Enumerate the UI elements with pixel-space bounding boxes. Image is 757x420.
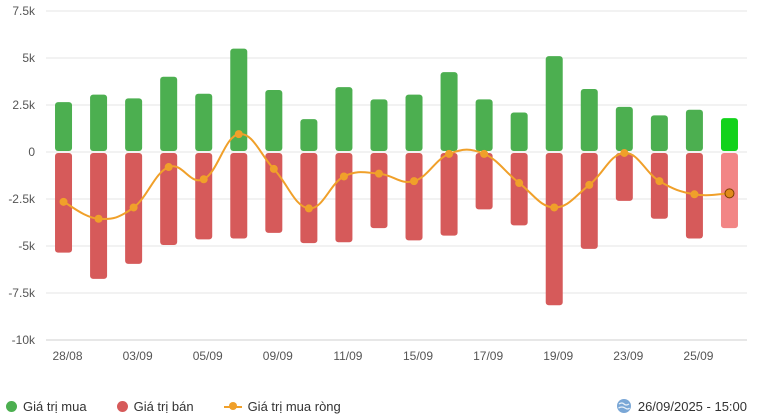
net-point[interactable] [199,175,208,184]
net-point[interactable] [269,164,278,173]
buy-bar[interactable] [720,118,738,151]
net-point[interactable] [234,130,243,139]
buy-bar[interactable] [335,87,353,151]
y-axis-ticks: -10k -7.5k -5k -2.5k 0 2.5k 5k 7.5k [8,4,36,347]
net-point[interactable] [129,203,138,212]
legend-sell-dot [116,400,128,412]
net-point[interactable] [724,188,735,199]
sell-bar[interactable] [300,153,318,244]
sell-bar[interactable] [475,153,493,210]
net-point[interactable] [339,172,348,181]
sell-bar[interactable] [405,153,423,241]
net-line-path [63,133,730,221]
buy-bar[interactable] [650,115,668,151]
y-tick-label: 5k [22,51,36,65]
x-axis-ticks: 28/08 03/09 05/09 09/09 11/09 15/09 17/09 19/09… [53,349,714,363]
buy-bar[interactable] [440,72,458,151]
net-point[interactable] [374,169,383,178]
net-point[interactable] [515,179,524,188]
buy-bar[interactable] [265,89,283,151]
legend-net-line-icon [223,401,242,412]
buy-bar[interactable] [370,99,388,151]
y-tick-label: -10k [12,333,36,347]
y-tick-label: -2.5k [8,192,36,206]
buy-bar[interactable] [545,56,563,152]
legend-buy-dot [6,400,17,412]
sell-bar[interactable] [615,153,633,201]
net-point[interactable] [480,149,489,158]
sell-bar[interactable] [510,153,528,226]
legend: Giá trị mua Giá trị bán Giá trị mua ròng [6,397,371,415]
buy-bar[interactable] [615,106,633,151]
buy-bar[interactable] [475,99,493,151]
legend-buy-label: Giá trị mua [23,398,87,414]
legend-sell-label: Giá trị bán [133,398,194,414]
sell-bar[interactable] [650,153,668,219]
sell-bar[interactable] [440,153,458,236]
net-point[interactable] [94,214,103,223]
x-tick-label: 23/09 [613,349,643,363]
y-tick-label: 7.5k [12,4,36,18]
net-point[interactable] [620,148,629,157]
net-point[interactable] [410,177,419,186]
x-tick-label: 28/08 [53,349,83,363]
buy-bar[interactable] [160,76,178,151]
sell-bar[interactable] [545,153,563,306]
x-tick-label: 09/09 [263,349,293,363]
globe-icon [616,399,631,413]
sell-bar[interactable] [335,153,353,243]
grid [46,10,747,341]
buy-bar[interactable] [580,89,598,151]
bars [55,48,738,306]
sell-bar[interactable] [230,153,248,239]
net-point[interactable] [655,177,664,186]
x-tick-label: 05/09 [193,349,223,363]
buy-bar[interactable] [685,109,703,151]
buy-bar[interactable] [405,94,423,151]
y-tick-label: -5k [18,239,36,253]
y-tick-label: -7.5k [8,286,36,300]
x-tick-label: 19/09 [543,349,573,363]
net-trading-chart: -10k -7.5k -5k -2.5k 0 2.5k 5k 7.5k 28/08 03/09 0… [8,4,747,363]
sell-bar[interactable] [370,153,388,229]
timestamp-text: 26/09/2025 - 15:00 [637,398,747,414]
legend-item-sell[interactable]: Giá trị bán [116,398,194,414]
net-point[interactable] [445,149,454,158]
x-tick-label: 15/09 [403,349,433,363]
net-point[interactable] [304,204,313,213]
x-tick-label: 25/09 [683,349,713,363]
buy-bar[interactable] [55,102,73,151]
sell-bar[interactable] [195,153,213,240]
net-line [59,130,735,223]
buy-bar[interactable] [300,119,318,151]
legend-item-net[interactable]: Giá trị mua ròng [223,398,341,414]
buy-bar[interactable] [90,94,108,151]
sell-bar[interactable] [160,153,178,246]
net-point[interactable] [585,180,594,189]
legend-net-label: Giá trị mua ròng [247,398,341,414]
x-tick-label: 17/09 [473,349,503,363]
y-tick-label: 2.5k [12,98,36,112]
timestamp: 26/09/2025 - 15:00 [616,397,747,415]
legend-item-buy[interactable]: Giá trị mua [6,399,87,414]
sell-bar[interactable] [580,153,598,249]
buy-bar[interactable] [230,48,248,151]
net-point[interactable] [59,197,68,206]
x-tick-label: 11/09 [333,349,362,363]
net-point[interactable] [550,203,559,212]
net-point[interactable] [690,190,699,199]
net-point[interactable] [164,163,173,172]
y-tick-label: 0 [28,145,35,159]
buy-bar[interactable] [195,93,213,151]
buy-bar[interactable] [125,98,143,151]
buy-bar[interactable] [510,112,528,151]
x-tick-label: 03/09 [123,349,153,363]
